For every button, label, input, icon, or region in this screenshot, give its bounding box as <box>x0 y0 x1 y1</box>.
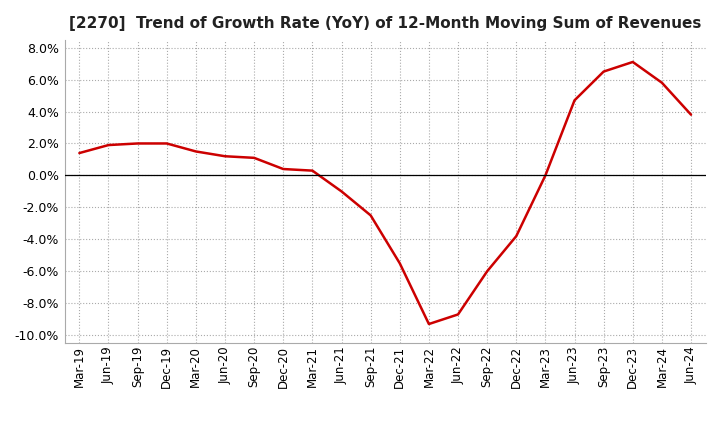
Title: [2270]  Trend of Growth Rate (YoY) of 12-Month Moving Sum of Revenues: [2270] Trend of Growth Rate (YoY) of 12-… <box>69 16 701 32</box>
